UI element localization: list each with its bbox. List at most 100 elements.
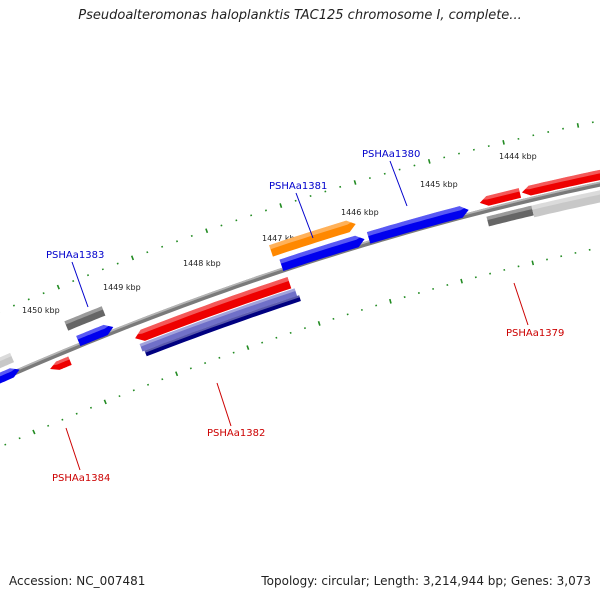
gene-feature-rna-bevel (64, 306, 103, 325)
outer-tick (116, 262, 119, 265)
inner-tick (346, 313, 349, 316)
inner-tick (446, 283, 449, 287)
outer-tick (279, 203, 283, 208)
gene-feature-selected-bevel (144, 295, 300, 353)
outer-tick (161, 245, 164, 248)
inner-tick (175, 371, 179, 377)
gene-feature-reverse[interactable] (479, 188, 522, 206)
inner-tick (189, 367, 192, 370)
callout-line (216, 382, 232, 427)
gene-callouts: PSHAa1383 PSHAa1381 PSHAa1380 PSHAa1384 PSHA… (46, 149, 564, 484)
scale-tick-label: 1445 kbp (420, 180, 458, 189)
outer-tick (146, 251, 149, 254)
scale-tick-label: 1448 kbp (183, 259, 221, 268)
gene-feature-forward[interactable] (279, 235, 365, 271)
gene-label[interactable]: PSHAa1381 (269, 181, 327, 192)
gene-feature-forward-bevel (139, 288, 296, 347)
outer-tick (86, 274, 90, 277)
outer-tick (72, 280, 75, 283)
inner-tick (103, 399, 107, 405)
callout-line (389, 160, 408, 207)
gene-feature-reverse-bevel (521, 169, 600, 190)
inner-tick (218, 356, 221, 359)
inner-tick (317, 321, 321, 326)
inner-tick (47, 424, 50, 427)
gene-feature-reverse[interactable] (50, 356, 72, 370)
map-title: Pseudoalteromonas haloplanktis TAC125 ch… (78, 8, 522, 23)
chromosome-backbone (0, 181, 600, 382)
inner-tick (246, 345, 250, 350)
accession-text: Accession: NC_007481 (9, 574, 146, 588)
inner-scale-ticks (4, 248, 591, 446)
callout-line (513, 282, 529, 326)
inner-tick (275, 336, 278, 339)
inner-tick (403, 296, 406, 299)
outer-tick (205, 228, 209, 234)
gene-feature-pseudo[interactable] (0, 352, 14, 375)
gene-feature-forward-bevel (0, 366, 19, 377)
gene-label[interactable]: PSHAa1384 (52, 473, 110, 484)
outer-tick (427, 158, 431, 164)
inner-tick (89, 406, 93, 409)
outer-tick (235, 219, 238, 222)
gene-feature-forward-bevel (366, 206, 468, 237)
callout-line (71, 261, 89, 308)
gene-label[interactable]: PSHAa1383 (46, 250, 104, 261)
outer-tick (294, 199, 297, 202)
outer-scale-ticks (0, 121, 594, 313)
gene-feature-rna[interactable] (486, 205, 534, 227)
inner-tick (61, 418, 64, 421)
outer-tick (353, 180, 357, 185)
callout-line (295, 192, 314, 239)
outer-tick (12, 304, 16, 307)
gene-features[interactable] (0, 168, 600, 387)
inner-tick (75, 412, 78, 415)
scale-tick-label: 1447 kbp (262, 234, 300, 243)
inner-tick (375, 304, 378, 307)
scale-tick-labels: 1450 kbp 1449 kbp 1448 kbp 1447 kbp 1446 kbp… (22, 152, 537, 315)
gene-feature-reverse-bevel (479, 188, 520, 200)
inner-tick (161, 378, 164, 381)
inner-tick (147, 383, 150, 386)
inner-tick (18, 437, 21, 440)
inner-tick (32, 429, 36, 435)
inner-tick (389, 298, 392, 304)
scale-tick-label: 1450 kbp (22, 306, 60, 315)
inner-tick (289, 331, 292, 334)
gene-feature-pseudo-bevel (531, 190, 600, 210)
topology-text: Topology: circular; Length: 3,214,944 bp… (261, 574, 591, 588)
gene-feature-forward-bevel (76, 323, 112, 340)
gene-feature-highlight[interactable] (269, 220, 356, 257)
backbone-ring (0, 181, 600, 382)
outer-tick (220, 224, 223, 227)
inner-tick (204, 362, 207, 365)
outer-tick (130, 255, 135, 261)
inner-tick (4, 443, 7, 446)
gene-feature-forward[interactable] (0, 368, 20, 387)
gene-label[interactable]: PSHAa1380 (362, 149, 420, 160)
outer-tick (190, 234, 193, 237)
gene-label[interactable]: PSHAa1379 (506, 328, 564, 339)
inner-tick (332, 317, 335, 320)
inner-tick (460, 278, 463, 284)
gene-feature-forward[interactable] (76, 324, 114, 347)
scale-tick-label: 1449 kbp (103, 283, 141, 292)
outer-tick (250, 214, 253, 217)
scale-tick-label: 1446 kbp (341, 208, 379, 217)
outer-tick (101, 268, 104, 271)
inner-tick (118, 395, 121, 398)
gene-feature-selected[interactable] (144, 295, 301, 357)
inner-tick (261, 341, 264, 344)
gene-feature-forward[interactable] (366, 206, 469, 244)
inner-tick (232, 351, 235, 354)
inner-tick (303, 327, 306, 330)
gene-feature-reverse[interactable] (135, 277, 292, 341)
outer-tick (576, 123, 580, 128)
gene-feature-reverse[interactable] (521, 168, 600, 196)
gene-feature-forward[interactable] (139, 288, 298, 352)
gene-label[interactable]: PSHAa1382 (207, 428, 265, 439)
inner-tick (132, 389, 135, 392)
gene-feature-pseudo[interactable] (531, 188, 600, 218)
gene-feature-rna[interactable] (64, 306, 106, 331)
